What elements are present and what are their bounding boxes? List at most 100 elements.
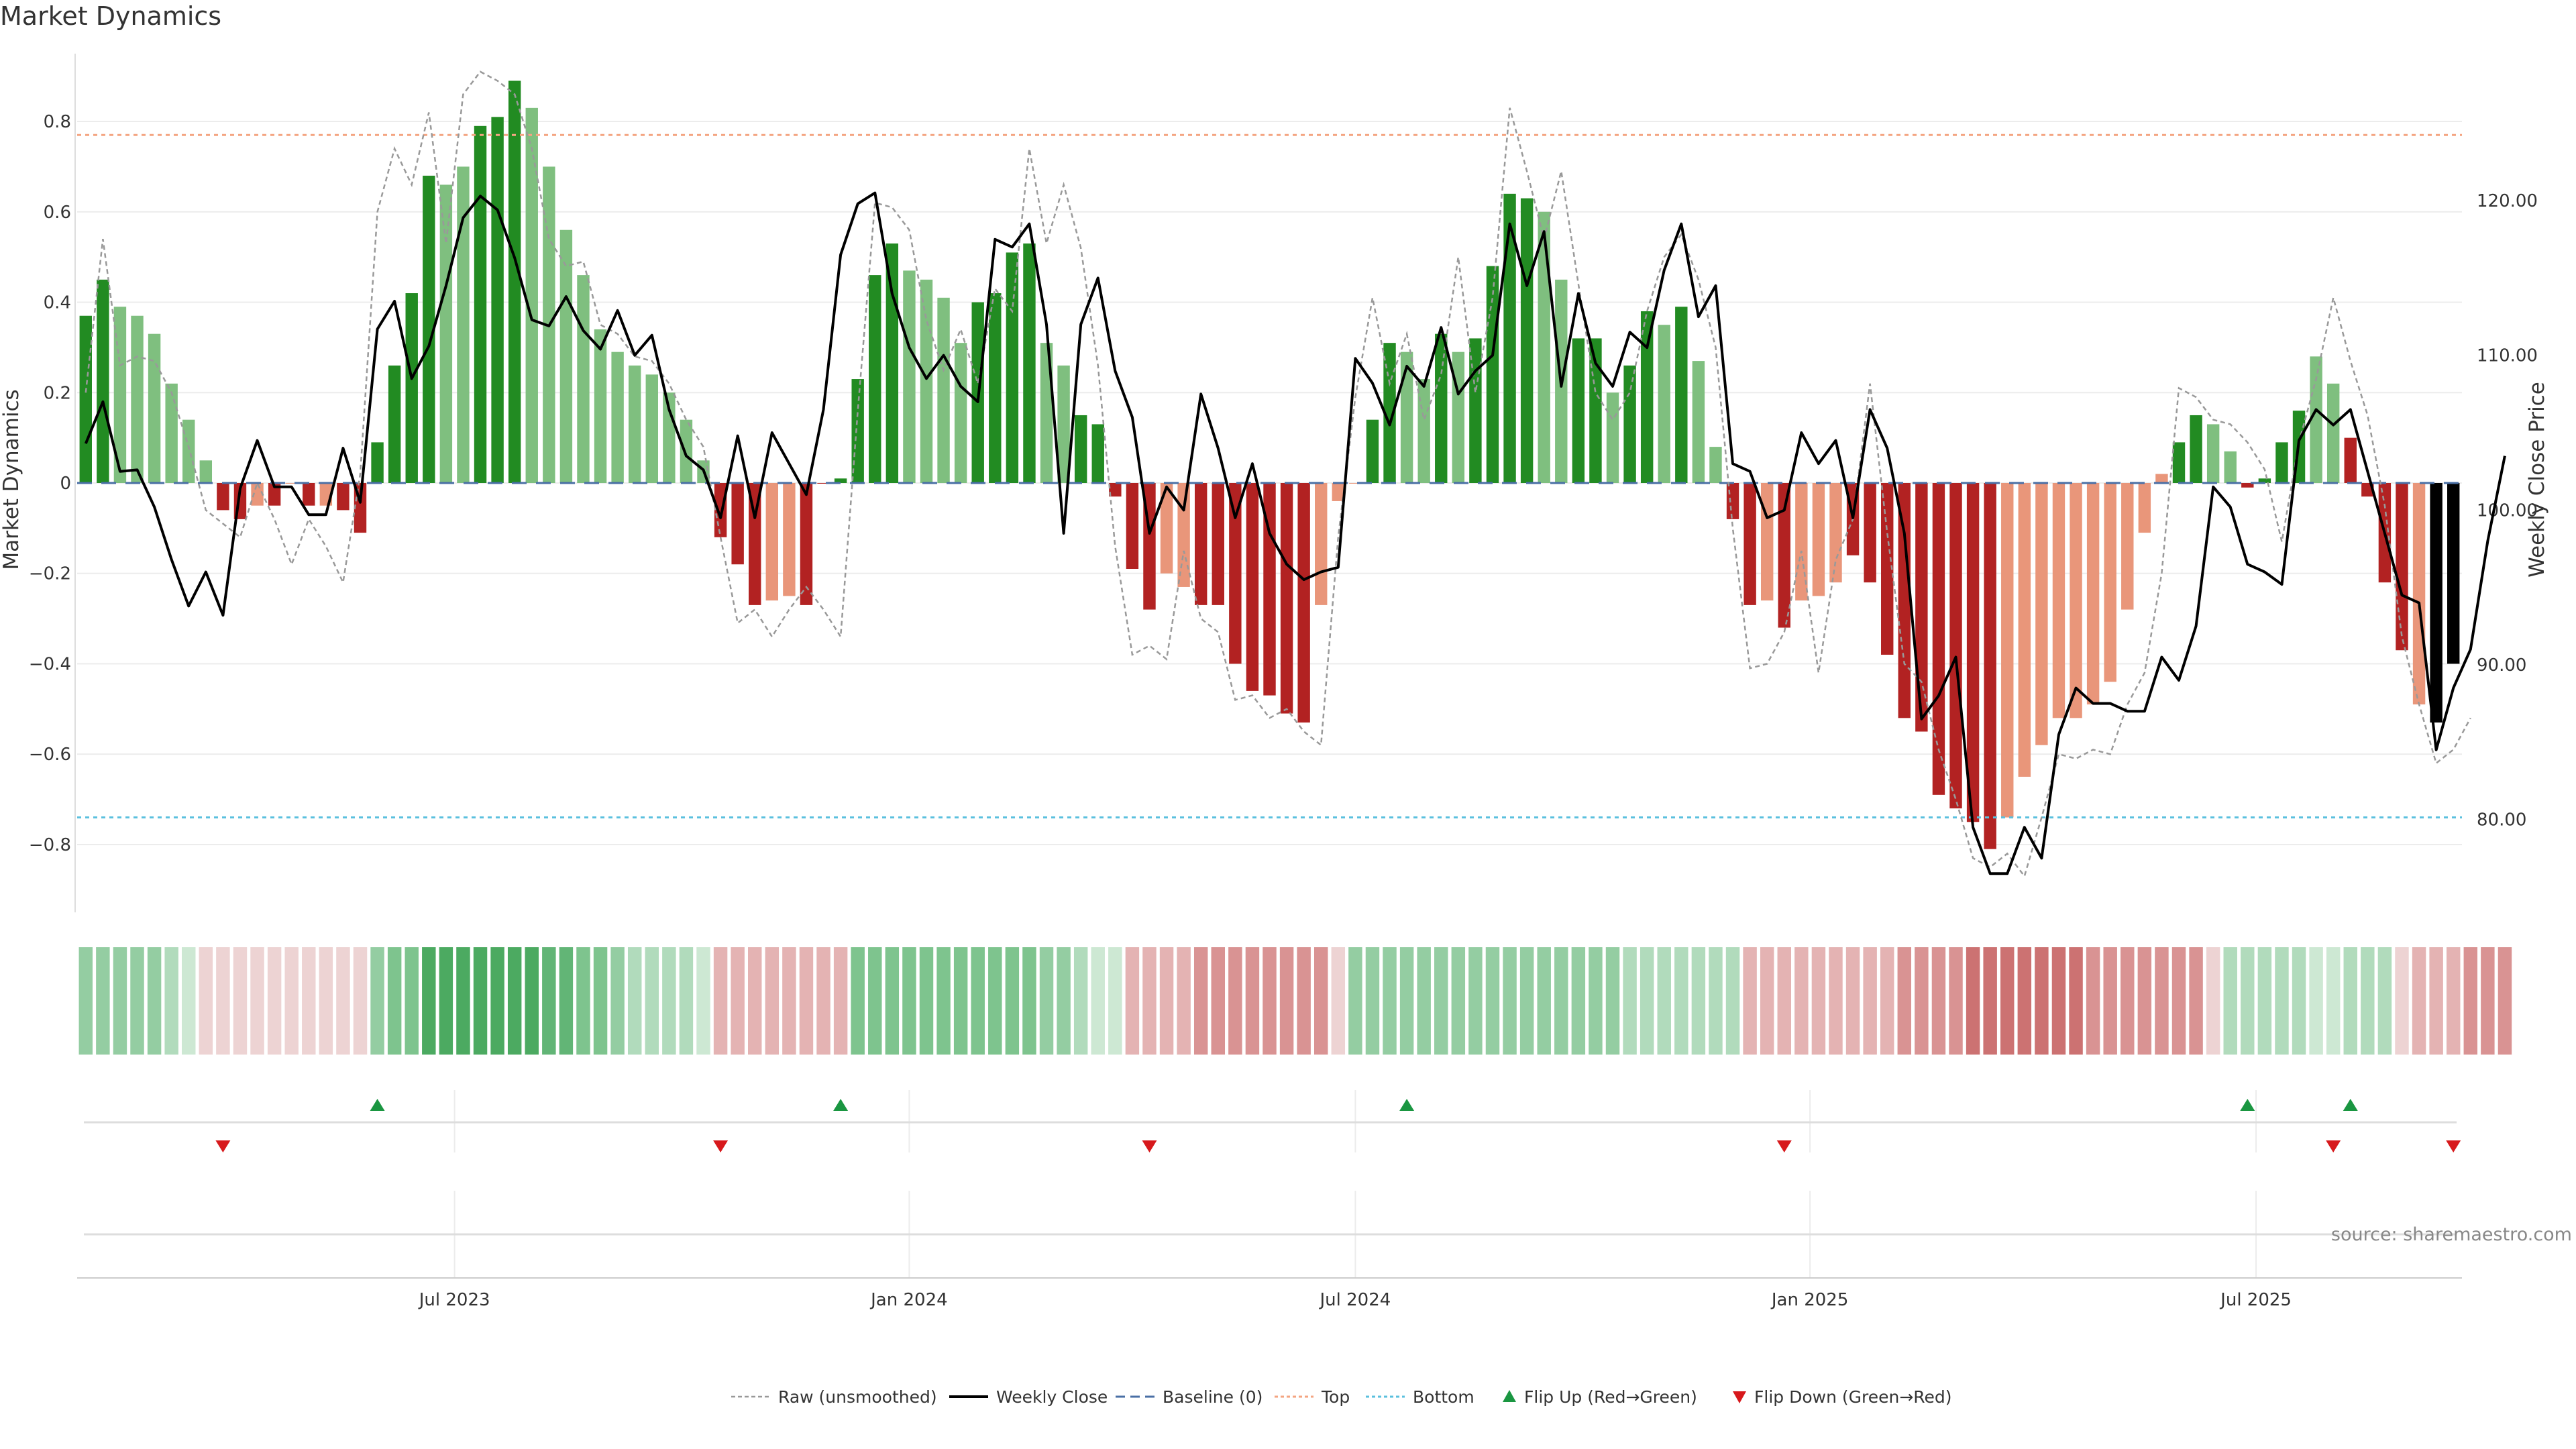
state-cell [1537, 947, 1551, 1055]
momentum-bar [2035, 483, 2048, 745]
momentum-bar [1246, 483, 1259, 691]
state-cell [1331, 947, 1346, 1055]
momentum-bar [885, 243, 899, 483]
momentum-bar [113, 307, 127, 483]
source-note: source: sharemaestro.com [2331, 1224, 2572, 1245]
momentum-bar [1881, 483, 1894, 655]
state-cell [1417, 947, 1431, 1055]
momentum-bar [1435, 333, 1448, 483]
momentum-bar [2344, 437, 2357, 483]
x-tick-label: Jul 2023 [418, 1290, 490, 1310]
state-cell [2137, 947, 2152, 1055]
state-cell [748, 947, 762, 1055]
momentum-bar [2412, 483, 2426, 705]
momentum-bar [1572, 338, 1585, 483]
momentum-bar [1640, 311, 1654, 483]
momentum-bar [285, 483, 298, 484]
momentum-bar [1538, 211, 1550, 483]
state-cell [559, 947, 574, 1055]
state-cell [1022, 947, 1036, 1055]
x-tick-label: Jul 2024 [1318, 1290, 1391, 1310]
state-cell [507, 947, 522, 1055]
momentum-bars [79, 80, 2460, 849]
state-cell [130, 947, 144, 1055]
momentum-bar [937, 297, 950, 483]
y-tick-label-left: −0.6 [29, 745, 71, 765]
state-cell [1485, 947, 1500, 1055]
chart-title: Market Dynamics [0, 1, 222, 31]
y-tick-label-left: −0.8 [29, 835, 71, 855]
state-cell [199, 947, 213, 1055]
state-cell [2086, 947, 2100, 1055]
state-cell [2429, 947, 2443, 1055]
state-cell [2498, 947, 2512, 1055]
momentum-bar [1966, 483, 1980, 822]
momentum-bar [989, 293, 1002, 483]
state-cell [1091, 947, 1105, 1055]
legend-label: Baseline (0) [1163, 1387, 1263, 1407]
momentum-bar [371, 442, 384, 483]
state-cell [1159, 947, 1174, 1055]
y-tick-label-left: 0.8 [44, 112, 71, 132]
momentum-bar [1091, 424, 1104, 483]
momentum-bar [2086, 483, 2100, 705]
axes: −0.8 −0.6 −0.4 −0.2 0 0.2 0.4 0.6 0.8 80.00 90.00 1… [29, 54, 2538, 1310]
legend-flip-down-icon [1733, 1391, 1746, 1403]
momentum-bar [1332, 483, 1345, 501]
state-cell [1949, 947, 1963, 1055]
state-cell [679, 947, 694, 1055]
x-tick-label: Jul 2025 [2219, 1290, 2292, 1310]
state-cell [1451, 947, 1466, 1055]
state-cell [988, 947, 1002, 1055]
state-cell [953, 947, 968, 1055]
state-cell [1657, 947, 1671, 1055]
state-cell [713, 947, 728, 1055]
state-cell [422, 947, 436, 1055]
momentum-bar [388, 365, 401, 483]
state-cell [1365, 947, 1380, 1055]
y-tick-label-left: 0.6 [44, 203, 71, 223]
momentum-bar [1692, 361, 1705, 483]
state-cell [1348, 947, 1362, 1055]
momentum-bar [920, 279, 933, 483]
momentum-bar [217, 483, 229, 511]
momentum-bar [337, 483, 350, 511]
y-tick-label-right: 80.00 [2477, 810, 2526, 830]
momentum-bar [1503, 193, 1516, 483]
state-cell [645, 947, 659, 1055]
legend-item-flip_down: Flip Down (Green→Red) [1733, 1387, 1952, 1407]
state-cell [250, 947, 264, 1055]
flip-up-marker [1399, 1099, 1415, 1111]
state-cell [1915, 947, 1929, 1055]
series-lines [84, 70, 2506, 878]
momentum-bar [2190, 415, 2202, 483]
state-cell [1519, 947, 1534, 1055]
momentum-bar [817, 483, 830, 484]
state-cell [1589, 947, 1603, 1055]
axis-labels: Market Dynamics Weekly Close Price sourc… [0, 382, 2572, 1245]
legend-label: Flip Down (Green→Red) [1754, 1387, 1952, 1407]
momentum-bar [2258, 478, 2271, 483]
state-cell [1794, 947, 1809, 1055]
momentum-bar [1126, 483, 1139, 569]
state-cell [2069, 947, 2083, 1055]
legend-label: Raw (unsmoothed) [778, 1387, 937, 1407]
flip-up-marker [2240, 1099, 2255, 1111]
momentum-bar [268, 483, 281, 506]
momentum-bar [2104, 483, 2116, 682]
state-cell [2412, 947, 2426, 1055]
state-cell [387, 947, 402, 1055]
legend-label: Weekly Close [996, 1387, 1108, 1407]
legend-label: Top [1321, 1387, 1350, 1407]
momentum-bar [577, 275, 590, 483]
state-cell [525, 947, 539, 1055]
state-cell [2051, 947, 2066, 1055]
state-cell [2292, 947, 2306, 1055]
flip-down-marker [1142, 1140, 1157, 1152]
momentum-bar [1383, 343, 1396, 483]
state-cell [1108, 947, 1122, 1055]
state-cell [1605, 947, 1620, 1055]
momentum-bar [1726, 483, 1739, 519]
state-cell [1674, 947, 1688, 1055]
